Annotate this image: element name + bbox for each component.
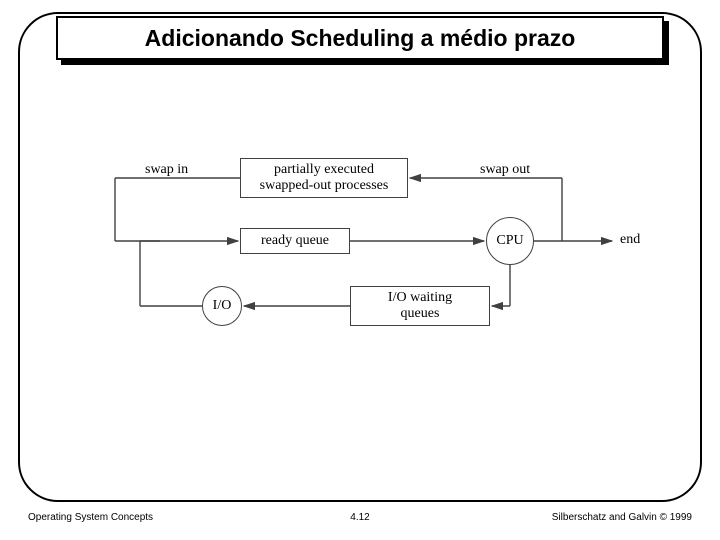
- box-iowait-line1: I/O waiting: [388, 290, 452, 306]
- label-swap-in: swap in: [145, 162, 188, 178]
- footer-right: Silberschatz and Galvin © 1999: [552, 512, 692, 523]
- node-io-text: I/O: [213, 298, 232, 314]
- node-io: I/O: [202, 286, 242, 326]
- box-swapped-out-processes: partially executed swapped-out processes: [240, 158, 408, 198]
- box-ready-queue: ready queue: [240, 228, 350, 254]
- label-swap-out: swap out: [480, 162, 530, 178]
- box-iowait-line2: queues: [388, 306, 452, 322]
- box-io-waiting-queues: I/O waiting queues: [350, 286, 490, 326]
- footer-center: 4.12: [350, 512, 369, 523]
- footer: Operating System Concepts 4.12 Silbersch…: [0, 512, 720, 530]
- box-swapped-line1: partially executed: [260, 162, 389, 178]
- node-cpu-text: CPU: [496, 233, 523, 249]
- footer-left: Operating System Concepts: [28, 512, 153, 523]
- box-ready-text: ready queue: [261, 233, 329, 249]
- box-swapped-line2: swapped-out processes: [260, 178, 389, 194]
- diagram-connectors: [0, 0, 720, 540]
- node-cpu: CPU: [486, 217, 534, 265]
- diagram: partially executed swapped-out processes…: [0, 0, 720, 540]
- label-end: end: [620, 232, 640, 248]
